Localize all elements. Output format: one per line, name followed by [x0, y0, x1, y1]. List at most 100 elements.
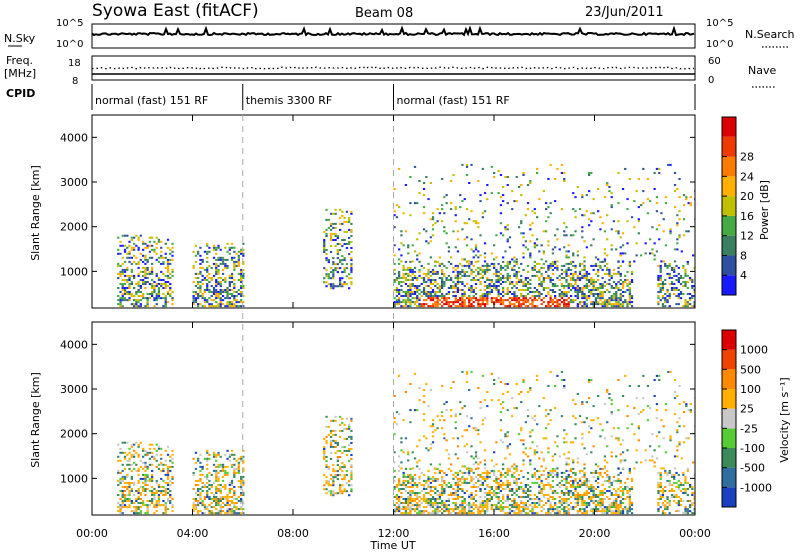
velocity-cell: [558, 455, 561, 458]
velocity-cell: [242, 502, 245, 505]
velocity-cell: [422, 512, 426, 515]
velocity-cell: [148, 479, 152, 482]
power-cell: [431, 272, 435, 275]
velocity-cell: [554, 385, 557, 388]
power-cell: [520, 293, 523, 296]
power-cell: [533, 242, 536, 245]
power-cell: [416, 291, 419, 294]
power-cell: [474, 254, 478, 257]
power-cell: [418, 180, 421, 183]
velocity-cell: [224, 473, 227, 476]
velocity-cell: [402, 475, 405, 478]
power-cell: [197, 272, 200, 275]
velocity-cell: [517, 506, 521, 509]
velocity-cell: [520, 391, 523, 394]
power-cell: [230, 293, 234, 296]
power-cell: [334, 208, 337, 211]
power-cell: [341, 263, 344, 266]
power-cell: [479, 299, 482, 302]
velocity-cell: [606, 490, 609, 493]
power-cell: [329, 239, 333, 242]
power-cell: [630, 295, 634, 298]
velocity-cell: [477, 457, 480, 460]
power-cell: [497, 285, 500, 288]
power-cell: [153, 289, 156, 292]
velocity-cell: [409, 486, 412, 489]
power-cell: [164, 305, 167, 308]
velocity-cell: [542, 494, 545, 497]
power-cell: [520, 220, 523, 223]
velocity-cell: [162, 504, 165, 507]
power-cell: [533, 266, 536, 269]
power-cell: [536, 289, 539, 292]
power-cell: [221, 289, 225, 292]
velocity-cell: [585, 494, 588, 497]
velocity-cell: [441, 504, 444, 507]
power-cell: [395, 299, 399, 302]
velocity-cell: [619, 459, 622, 462]
power-cell: [208, 250, 211, 253]
power-cell: [395, 277, 399, 280]
velocity-cell: [137, 502, 140, 505]
velocity-cell: [524, 502, 527, 505]
power-cell: [438, 295, 441, 298]
power-cell: [192, 250, 195, 253]
velocity-cell: [565, 510, 568, 513]
power-cell: [684, 285, 687, 288]
velocity-cell: [508, 481, 512, 484]
velocity-cell: [327, 490, 330, 493]
power-cell: [217, 246, 220, 249]
power-cell: [454, 301, 457, 304]
power-cell: [624, 167, 627, 170]
power-cell: [226, 250, 229, 253]
velocity-cell: [139, 492, 142, 495]
velocity-cell: [217, 463, 220, 466]
power-cell: [436, 301, 439, 304]
velocity-cell: [339, 435, 342, 438]
power-cell: [441, 285, 444, 288]
power-cell: [162, 262, 165, 265]
velocity-cell: [610, 455, 613, 458]
power-cell: [126, 287, 129, 290]
velocity-cell: [542, 488, 545, 491]
velocity-cell: [215, 475, 218, 478]
velocity-cell: [610, 399, 613, 402]
velocity-cell: [547, 481, 550, 484]
velocity-cell: [511, 494, 514, 497]
power-cell: [431, 299, 435, 302]
power-cell: [334, 267, 337, 270]
velocity-cell: [230, 496, 234, 499]
power-cell: [217, 268, 220, 271]
power-cell: [574, 287, 577, 290]
power-cell: [542, 279, 545, 282]
velocity-cell: [610, 504, 613, 507]
velocity-cell: [470, 370, 473, 373]
velocity-cell: [169, 502, 172, 505]
power-cell: [615, 248, 618, 251]
velocity-cell: [565, 463, 568, 466]
nsearch-tick-bottom: 10^0: [706, 39, 733, 50]
power-cell: [508, 283, 512, 286]
velocity-cell: [565, 469, 568, 472]
velocity-cell: [400, 496, 403, 499]
velocity-cell: [126, 473, 129, 476]
power-cell: [658, 238, 661, 241]
power-cell: [533, 244, 536, 247]
velocity-cell: [592, 492, 595, 495]
power-cell: [578, 208, 582, 211]
power-cell: [554, 200, 557, 203]
power-cell: [522, 289, 525, 292]
velocity-cell: [520, 401, 523, 404]
velocity-cell: [588, 492, 591, 495]
velocity-cell: [531, 475, 534, 478]
power-cell: [237, 264, 240, 267]
power-cell: [493, 172, 496, 175]
power-cell: [217, 281, 220, 284]
velocity-cell: [135, 510, 138, 513]
power-cell: [515, 305, 518, 308]
power-cell: [240, 295, 243, 298]
velocity-cell: [404, 512, 408, 515]
velocity-cell: [215, 502, 218, 505]
velocity-cell: [445, 401, 448, 404]
velocity-cell: [542, 469, 545, 472]
